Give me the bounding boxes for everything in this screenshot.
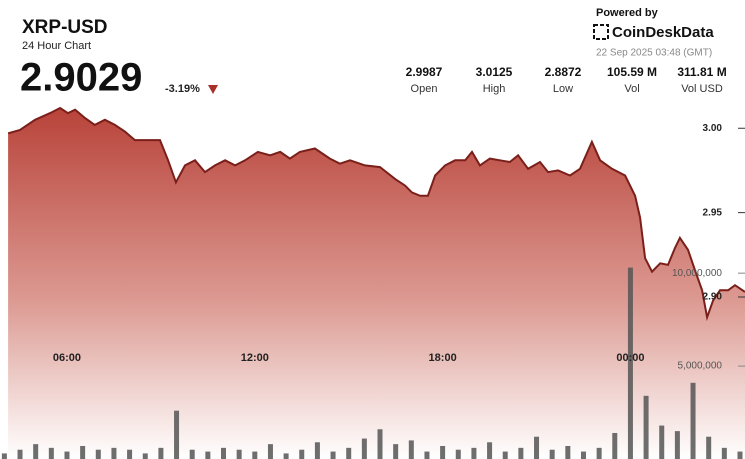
volume-bar [314, 442, 320, 459]
stat-value: 105.59 M [607, 65, 657, 79]
logo-icon [593, 24, 609, 40]
volume-bar [659, 425, 665, 459]
volume-bar [346, 447, 352, 459]
volume-bar [17, 449, 23, 459]
volume-bar [48, 447, 54, 459]
stat-label: Open [411, 83, 438, 95]
x-tick-label: 12:00 [241, 352, 269, 364]
volume-bar [1, 453, 7, 459]
volume-bar [393, 444, 399, 459]
stat-value: 2.8872 [545, 65, 582, 79]
area-fill [8, 108, 745, 459]
symbol: XRP-USD [22, 17, 108, 38]
stat-label: Low [553, 83, 573, 95]
change: -3.19% [165, 83, 200, 95]
header: XRP-USD 24 Hour Chart 2.9029 -3.19% Powe… [20, 7, 714, 100]
volume-bar [627, 267, 633, 459]
volume-bar [80, 445, 86, 459]
price-line [7, 106, 745, 322]
timestamp: 22 Sep 2025 03:48 (GMT) [596, 48, 712, 59]
volume-bar [408, 440, 414, 459]
y-tick-label: 2.95 [703, 207, 723, 218]
volume-bar [174, 410, 180, 459]
stats: 2.9987 Open 3.0125 High 2.8872 Low 105.59 M Vol… [406, 65, 727, 95]
volume-bar [377, 429, 383, 459]
price: 2.9029 [20, 56, 142, 100]
volume-bar [111, 447, 117, 459]
y-tick-label: 2.90 [703, 292, 723, 303]
volume-bar [549, 449, 555, 459]
volume-bar [267, 444, 273, 459]
volume-bar [487, 442, 493, 459]
volume-bar [127, 449, 133, 459]
volume-bar [612, 432, 618, 459]
volume-bar [236, 449, 242, 459]
volume-bar [142, 453, 148, 459]
x-tick-label: 00:00 [616, 352, 644, 364]
volume-bar [299, 449, 305, 459]
powered-by: Powered by [596, 7, 659, 19]
volume-bar [33, 444, 39, 459]
stat-value: 311.81 M [677, 65, 726, 79]
volume-bar [596, 447, 602, 459]
subtitle: 24 Hour Chart [22, 40, 91, 52]
volume-bar [721, 447, 727, 459]
volume-bar [455, 449, 461, 459]
plot: 06:00 12:00 18:00 00:00 2.90 2.95 3.00 5,000,00… [1, 106, 745, 459]
stat-label: High [483, 83, 506, 95]
stat-label: Vol [624, 83, 639, 95]
x-tick-label: 18:00 [429, 352, 457, 364]
volume-bar [330, 451, 336, 459]
volume-bar [580, 451, 586, 459]
y-tick-label: 5,000,000 [678, 361, 723, 372]
volume-bar [737, 451, 743, 459]
volume-bar [518, 447, 524, 459]
volume-bar [361, 438, 367, 459]
volume-bar [706, 436, 712, 459]
volume-bar [424, 451, 430, 459]
y-tick-label: 3.00 [703, 123, 723, 134]
volume-bar [95, 449, 101, 459]
volume-bar [64, 451, 70, 459]
volume-bar [189, 449, 195, 459]
stat-label: Vol USD [681, 83, 723, 95]
volume-bar [440, 445, 446, 459]
volume-bar [643, 395, 649, 459]
volume-bar [690, 382, 696, 459]
volume-bar [158, 447, 164, 459]
stat-value: 2.9987 [406, 65, 443, 79]
y-tick-label: 10,000,000 [672, 268, 722, 279]
volume-bar [252, 451, 258, 459]
volume-bar [674, 431, 680, 459]
volume-bar [471, 447, 477, 459]
volume-bar [205, 451, 211, 459]
volume-bar [502, 451, 508, 459]
down-arrow [208, 85, 218, 94]
volume-bar [221, 447, 226, 459]
volume-bar [534, 436, 540, 459]
brand: CoinDeskData [612, 24, 714, 41]
stat-value: 3.0125 [476, 65, 513, 79]
volume-bar [565, 445, 571, 459]
x-tick-label: 06:00 [53, 352, 81, 364]
volume-bar [283, 453, 289, 459]
